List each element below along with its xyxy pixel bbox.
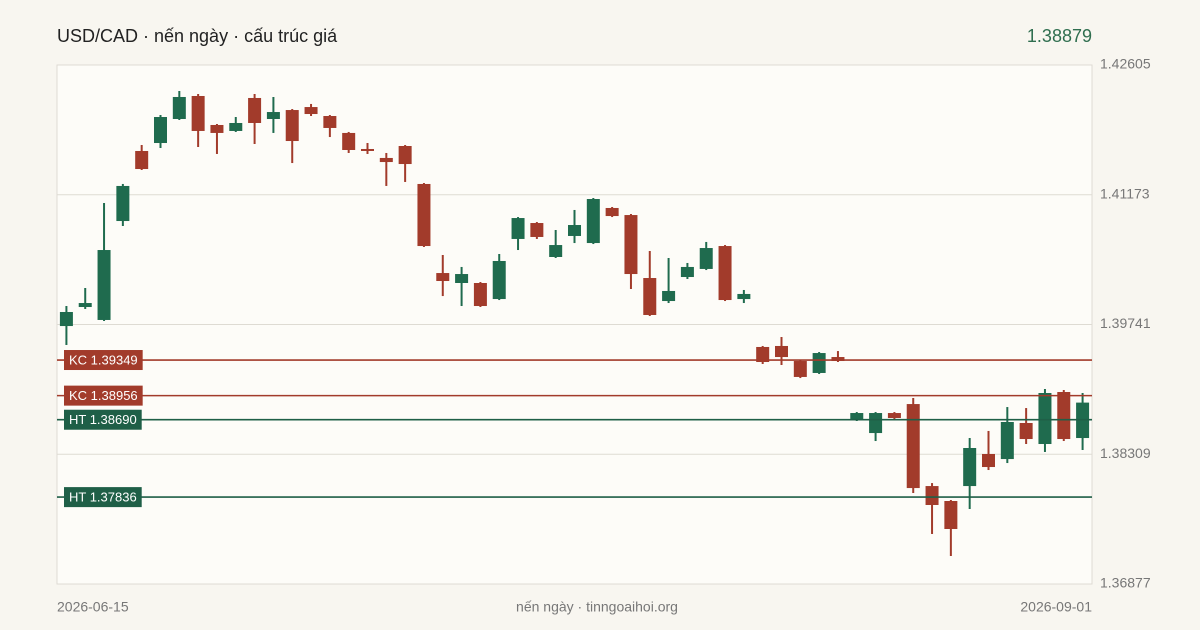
candle-body <box>1057 392 1071 440</box>
candle-body <box>455 274 469 284</box>
level-label-box <box>64 487 142 508</box>
candle-body <box>116 185 130 222</box>
candle-body <box>511 218 525 239</box>
candle-body <box>473 283 487 307</box>
candle-body <box>568 225 581 236</box>
level-label-box <box>64 350 143 371</box>
candle-body <box>361 148 374 151</box>
y-tick-label: 1.36877 <box>1100 575 1151 591</box>
candle-body <box>229 122 243 131</box>
candle-body <box>1019 422 1033 440</box>
candle-body <box>248 97 262 123</box>
candle-body <box>737 293 751 300</box>
candle-body <box>1000 421 1014 460</box>
candle-body <box>530 223 544 237</box>
candle-body <box>549 245 563 257</box>
candle-body <box>662 290 676 302</box>
candle-body <box>699 248 713 269</box>
candle-body <box>1038 392 1052 445</box>
level-label: HT 1.38690 <box>69 412 137 427</box>
chart-title: USD/CAD · nến ngày · cấu trúc giá <box>57 26 338 46</box>
candle-body <box>887 413 901 419</box>
y-tick-label: 1.41173 <box>1100 185 1150 201</box>
candle-body <box>831 357 845 362</box>
level-label: HT 1.37836 <box>69 490 137 505</box>
candle-body <box>210 124 224 133</box>
candle-body <box>154 117 167 144</box>
x-tick-label: 2026-09-01 <box>1020 599 1092 615</box>
candle-body <box>906 404 920 489</box>
candle-body <box>78 303 92 308</box>
candle-body <box>793 361 807 377</box>
candle-body <box>323 116 337 128</box>
x-tick-label: 2026-06-15 <box>57 599 129 615</box>
candle-body <box>285 110 299 142</box>
candle-body <box>342 132 356 150</box>
candle-body <box>718 246 732 301</box>
candle-body <box>135 150 149 170</box>
candle-body <box>680 266 694 278</box>
last-price: 1.38879 <box>1027 26 1092 46</box>
candle-body <box>398 146 412 165</box>
candle-body <box>982 453 995 468</box>
candle-body <box>775 345 788 358</box>
candle-body <box>266 112 280 120</box>
candle-body <box>624 215 638 275</box>
candle-body <box>172 96 186 120</box>
level-label: KC 1.38956 <box>69 388 138 403</box>
candle-body <box>963 447 977 487</box>
y-tick-label: 1.38309 <box>1100 445 1151 461</box>
footer: nến ngày · tinngoaihoi.org <box>516 599 678 615</box>
candle-body <box>97 250 111 320</box>
candle-body <box>869 413 883 434</box>
candle-body <box>492 260 506 300</box>
y-tick-label: 1.39741 <box>1100 315 1151 331</box>
candle-body <box>379 157 393 163</box>
candle-body <box>850 413 864 420</box>
candle-body <box>944 501 958 530</box>
candle-body <box>605 207 619 217</box>
candle-body <box>59 311 73 327</box>
candle-body <box>925 486 939 505</box>
level-label: KC 1.39349 <box>69 352 138 367</box>
candle-body <box>756 346 770 363</box>
candle-body <box>586 199 600 244</box>
candle-body <box>812 353 826 373</box>
level-label-box <box>64 409 142 430</box>
candle-body <box>643 278 657 315</box>
candle-body <box>436 273 450 282</box>
y-tick-label: 1.42605 <box>1100 56 1151 72</box>
candle-body <box>304 107 318 115</box>
candle-body <box>417 183 431 247</box>
candle-body <box>191 95 205 131</box>
level-label-box <box>64 385 143 406</box>
